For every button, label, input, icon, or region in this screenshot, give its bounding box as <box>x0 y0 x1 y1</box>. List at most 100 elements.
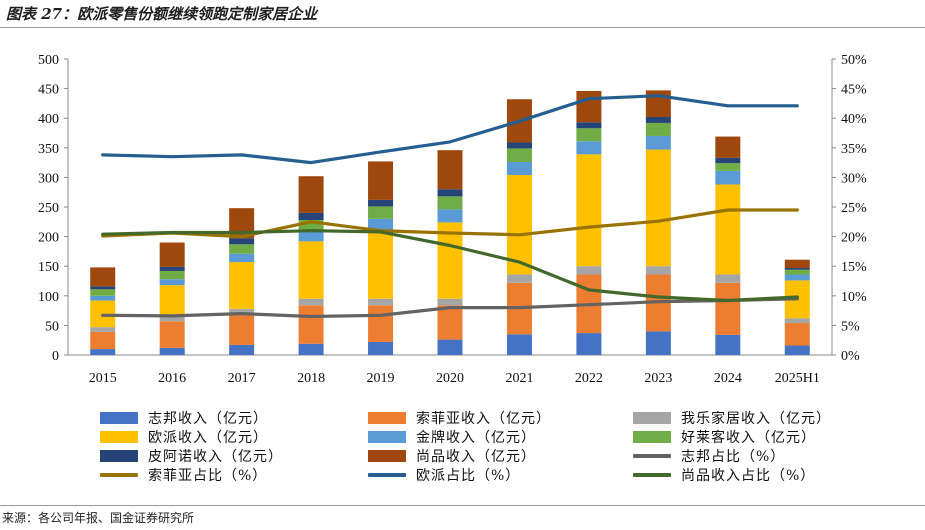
y-left-tick-label: 150 <box>38 260 59 275</box>
bar-segment <box>159 242 185 267</box>
bar-segment <box>90 286 116 290</box>
bar-segment <box>90 331 116 350</box>
y-right-tick-label: 35% <box>841 142 867 157</box>
bar-segment <box>437 339 463 355</box>
legend-swatch <box>368 450 406 462</box>
legend-item: 尚品收入（亿元） <box>368 446 536 466</box>
legend-label: 尚品收入占比（%） <box>681 468 816 484</box>
y-right-tick-label: 20% <box>841 231 867 246</box>
bar-segment <box>368 199 394 207</box>
legend-swatch <box>633 431 671 443</box>
y-right-tick-label: 5% <box>841 319 860 334</box>
x-tick-label: 2021 <box>505 371 533 386</box>
legend-item: 好莱客收入（亿元） <box>633 427 816 447</box>
title-divider <box>0 27 925 28</box>
y-right-tick-label: 40% <box>841 112 867 127</box>
bar-segment <box>298 231 324 242</box>
y-right-tick-label: 45% <box>841 83 867 98</box>
y-left-tick-label: 0 <box>52 349 59 364</box>
bar-segment <box>298 298 324 306</box>
legend-swatch <box>368 412 406 424</box>
x-tick-label: 2019 <box>367 371 395 386</box>
bar-segment <box>90 295 116 301</box>
bar-segment <box>159 316 185 322</box>
bar-segment <box>715 334 741 355</box>
y-right-tick-label: 0% <box>841 349 860 364</box>
legend-label: 欧派占比（%） <box>416 468 521 484</box>
legend-swatch <box>368 431 406 443</box>
bar-segment <box>784 274 810 281</box>
legend-item: 欧派收入（亿元） <box>100 427 268 447</box>
x-tick-label: 2017 <box>228 371 256 386</box>
y-right-tick-label: 10% <box>841 290 867 305</box>
y-left-tick-label: 400 <box>38 112 59 127</box>
x-tick-label: 2018 <box>297 371 325 386</box>
bar-segment <box>576 122 602 129</box>
series-line <box>101 229 799 303</box>
bar-segment <box>298 176 324 213</box>
bar-segment <box>784 267 810 270</box>
bar-segment <box>90 349 116 355</box>
legend-label: 皮阿诺收入（亿元） <box>148 449 283 465</box>
bar-segment <box>229 253 255 263</box>
y-right-tick-label: 30% <box>841 171 867 186</box>
bar-segment <box>298 305 324 344</box>
legend-label: 志邦收入（亿元） <box>148 411 268 427</box>
legend-swatch <box>633 473 671 477</box>
legend-item: 志邦收入（亿元） <box>100 408 268 428</box>
x-tick-label: 2022 <box>575 371 603 386</box>
series-line <box>101 297 799 319</box>
bar-segment <box>576 141 602 155</box>
y-left-tick-label: 450 <box>38 83 59 98</box>
bar-segment <box>90 267 116 287</box>
bar-segment <box>437 150 463 190</box>
bar-segment <box>368 218 394 231</box>
legend-label: 好莱客收入（亿元） <box>681 430 816 446</box>
bar-segment <box>715 274 741 283</box>
bar-segment <box>368 230 394 299</box>
bar-segment <box>229 308 255 315</box>
bar-segment <box>159 285 185 317</box>
bar-segment <box>506 162 532 176</box>
bar-segment <box>715 282 741 335</box>
y-left-tick-label: 100 <box>38 290 59 305</box>
bar-segment <box>576 154 602 267</box>
legend-swatch <box>100 431 138 443</box>
bar-segment <box>368 305 394 342</box>
legend-item: 尚品收入占比（%） <box>633 465 815 485</box>
y-left-tick-label: 200 <box>38 231 59 246</box>
bar-segment <box>229 314 255 345</box>
x-tick-label: 2016 <box>158 371 186 386</box>
bar-segment <box>90 327 116 332</box>
bar-segment <box>784 345 810 355</box>
chart-title: 图表 27：欧派零售份额继续领跑定制家居企业 <box>6 5 318 23</box>
y-left-tick-label: 300 <box>38 171 59 186</box>
bar-segment <box>784 318 810 324</box>
legend-label: 志邦占比（%） <box>681 449 786 465</box>
source-divider <box>0 505 925 506</box>
bar-segment <box>159 270 185 280</box>
legend-swatch <box>633 454 671 458</box>
bar-segment <box>715 163 741 171</box>
bar-segment <box>437 305 463 340</box>
legend-item: 我乐家居收入（亿元） <box>633 408 831 428</box>
x-tick-label: 2015 <box>89 371 117 386</box>
bar-segment <box>368 161 394 200</box>
bar-segment <box>645 122 671 136</box>
bar-segment <box>437 196 463 210</box>
legend-label: 索菲亚收入（亿元） <box>416 411 551 427</box>
bar-segment <box>506 142 532 149</box>
legend-swatch <box>368 473 406 477</box>
bar-segment <box>159 279 185 286</box>
source-note: 来源：各公司年报、国金证券研究所 <box>2 511 195 525</box>
bar-segment <box>715 157 741 164</box>
bar-segment <box>159 266 185 271</box>
bar-segment <box>576 266 602 275</box>
legend-item: 索菲亚占比（%） <box>100 465 267 485</box>
y-right-tick-label: 50% <box>841 53 867 68</box>
bar-segment <box>506 334 532 355</box>
legend-swatch <box>100 412 138 424</box>
x-tick-label: 2023 <box>644 371 672 386</box>
bar-segment <box>229 262 255 309</box>
x-tick-label: 2024 <box>714 371 742 386</box>
